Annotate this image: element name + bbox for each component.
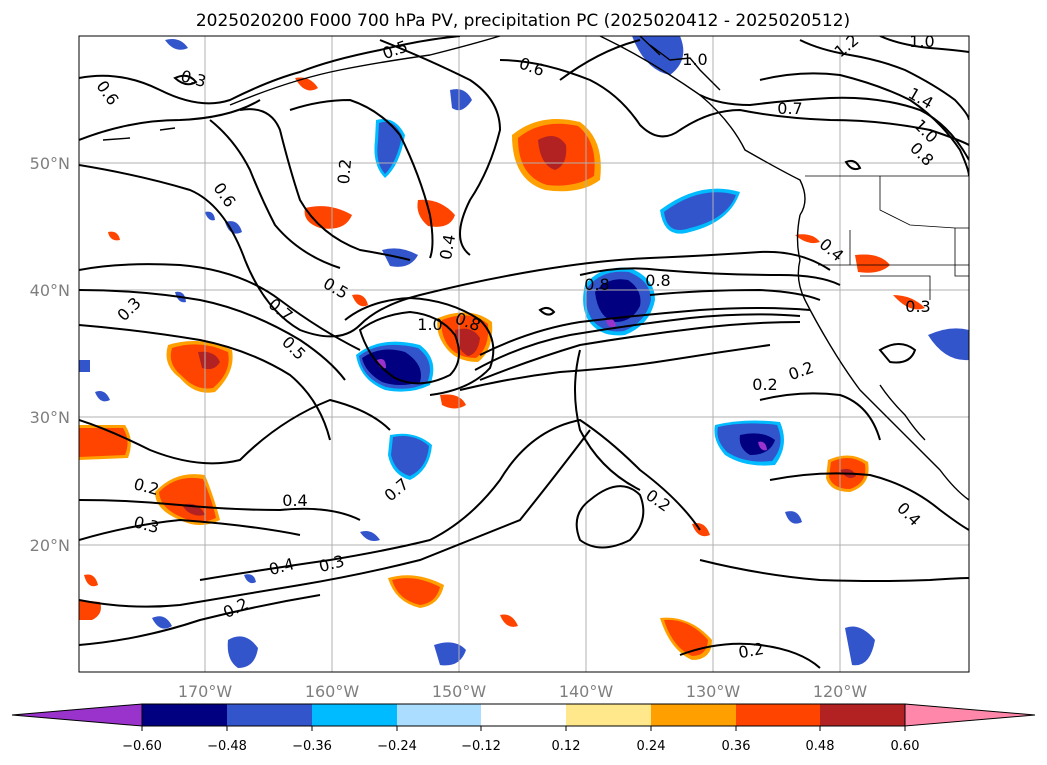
gridlines	[79, 36, 969, 672]
figure-title: 2025020200 F000 700 hPa PV, precipitatio…	[196, 11, 850, 31]
colorbar-extend-high	[904, 703, 1036, 727]
negative-anomaly-blob	[79, 36, 969, 668]
colorbar-tick-label: 0.24	[637, 739, 666, 754]
positive-anomaly-blob	[437, 312, 493, 362]
negative-anomaly-blob	[714, 420, 784, 466]
contour-label: 0.2	[737, 639, 765, 662]
contour-label: 0.8	[645, 271, 670, 290]
contour-label: 0.2	[334, 158, 355, 185]
positive-anomaly-blob	[388, 575, 444, 608]
contour-label: 1.0	[417, 315, 442, 334]
positive-anomaly-blob	[79, 425, 131, 460]
lat-label-50n: 50°N	[30, 154, 70, 173]
colorbar-tick-label: −0.36	[292, 739, 332, 754]
colorbar-tick-label: −0.48	[207, 739, 247, 754]
positive-anomaly-blob	[512, 118, 601, 192]
contour-label: 1.0	[682, 50, 707, 69]
colorbar-tick-label: 0.60	[891, 739, 920, 754]
contour-label: 1.0	[909, 32, 934, 51]
contour-label: 0.3	[905, 297, 930, 316]
colorbar-segment	[820, 704, 905, 726]
contour-label: 0.7	[777, 99, 802, 118]
longitude-labels: 170°W 160°W 150°W 140°W 130°W 120°W	[178, 682, 868, 701]
colorbar-ticks	[141, 726, 906, 731]
colorbar-segment	[736, 704, 820, 726]
lat-label-40n: 40°N	[30, 281, 70, 300]
lon-label-120w: 120°W	[813, 682, 868, 701]
colorbar-segment	[142, 704, 227, 726]
colorbar-tick-label: −0.12	[461, 739, 501, 754]
lon-label-130w: 130°W	[686, 682, 741, 701]
pv-contours	[79, 36, 969, 669]
negative-anomaly-blob	[356, 341, 434, 392]
lon-label-140w: 140°W	[559, 682, 614, 701]
map-frame	[78, 35, 970, 673]
contour-label: 0.4	[436, 233, 459, 261]
colorbar-segment	[651, 704, 736, 726]
lat-label-30n: 30°N	[30, 408, 70, 427]
colorbar-segment	[227, 704, 312, 726]
contour-label: 0.4	[282, 491, 307, 510]
lon-label-160w: 160°W	[305, 682, 360, 701]
lat-label-20n: 20°N	[30, 536, 70, 555]
positive-anomaly-blob	[166, 341, 233, 393]
coastlines	[102, 36, 969, 501]
colorbar-segment	[312, 704, 397, 726]
latitude-labels: 50°N 40°N 30°N 20°N	[30, 154, 70, 555]
colorbar-segment	[397, 704, 481, 726]
borders	[805, 175, 969, 300]
contour-label: 0.2	[752, 375, 777, 394]
colorbar-tick-label: 0.36	[722, 739, 751, 754]
colorbar-extend-low	[11, 703, 143, 727]
colorbar-tick-label: −0.60	[122, 739, 162, 754]
colorbar-segment	[566, 704, 651, 726]
colorbar-tick-label: 0.48	[806, 739, 835, 754]
colorbar-tick-label: 0.12	[552, 739, 581, 754]
contour-label: 0.8	[584, 275, 609, 294]
colorbar-tick-label: −0.24	[377, 739, 417, 754]
colorbar: −0.60 −0.48 −0.36 −0.24 −0.12 0.12 0.24 …	[11, 703, 1036, 754]
colorbar-segment	[481, 704, 566, 726]
lon-label-150w: 150°W	[432, 682, 487, 701]
map-panel: 0.6 0.5 0.6 1.0 1.2 1.0 1.4 1.0 0.8 0.7 …	[79, 32, 969, 672]
precip-shading	[79, 36, 969, 668]
lon-label-170w: 170°W	[178, 682, 233, 701]
